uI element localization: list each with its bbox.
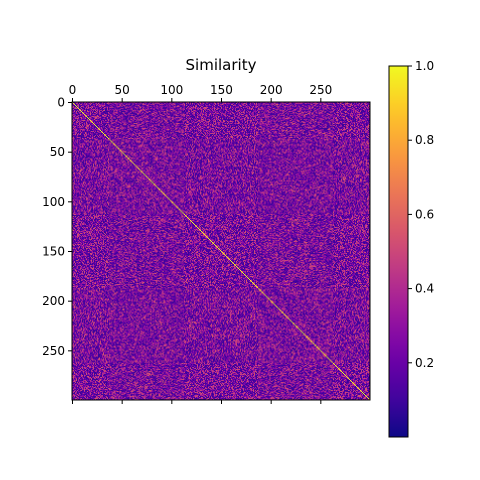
colorbar-tick-label: 0.8 <box>415 133 434 147</box>
x-tick-label: 200 <box>260 83 283 97</box>
heatmap-cells <box>72 102 370 400</box>
x-tick-label: 150 <box>210 83 233 97</box>
y-tick-label: 250 <box>42 344 65 358</box>
x-tick-label: 0 <box>69 83 77 97</box>
y-tick-label: 50 <box>50 145 65 159</box>
y-tick-label: 0 <box>57 95 65 109</box>
x-axis: 0 50 100 150 200 250 <box>69 83 332 404</box>
y-axis: 0 50 100 150 200 250 <box>42 95 72 358</box>
x-tick-label: 250 <box>309 83 332 97</box>
colorbar-gradient <box>388 65 409 438</box>
y-tick-label: 150 <box>42 244 65 258</box>
heatmap-plot-area <box>71 101 371 401</box>
colorbar-tick-label: 1.0 <box>415 59 434 73</box>
colorbar: 0.2 0.4 0.6 0.8 1.0 <box>388 59 434 438</box>
colorbar-tick-label: 0.4 <box>415 282 434 296</box>
x-tick-label: 50 <box>115 83 130 97</box>
colorbar-tick-label: 0.6 <box>415 207 434 221</box>
chart-title: Similarity <box>186 56 257 74</box>
colorbar-tick-label: 0.2 <box>415 356 434 370</box>
x-tick-label: 100 <box>160 83 183 97</box>
y-tick-label: 200 <box>42 294 65 308</box>
y-tick-label: 100 <box>42 195 65 209</box>
colorbar-ticks: 0.2 0.4 0.6 0.8 1.0 <box>408 59 434 370</box>
